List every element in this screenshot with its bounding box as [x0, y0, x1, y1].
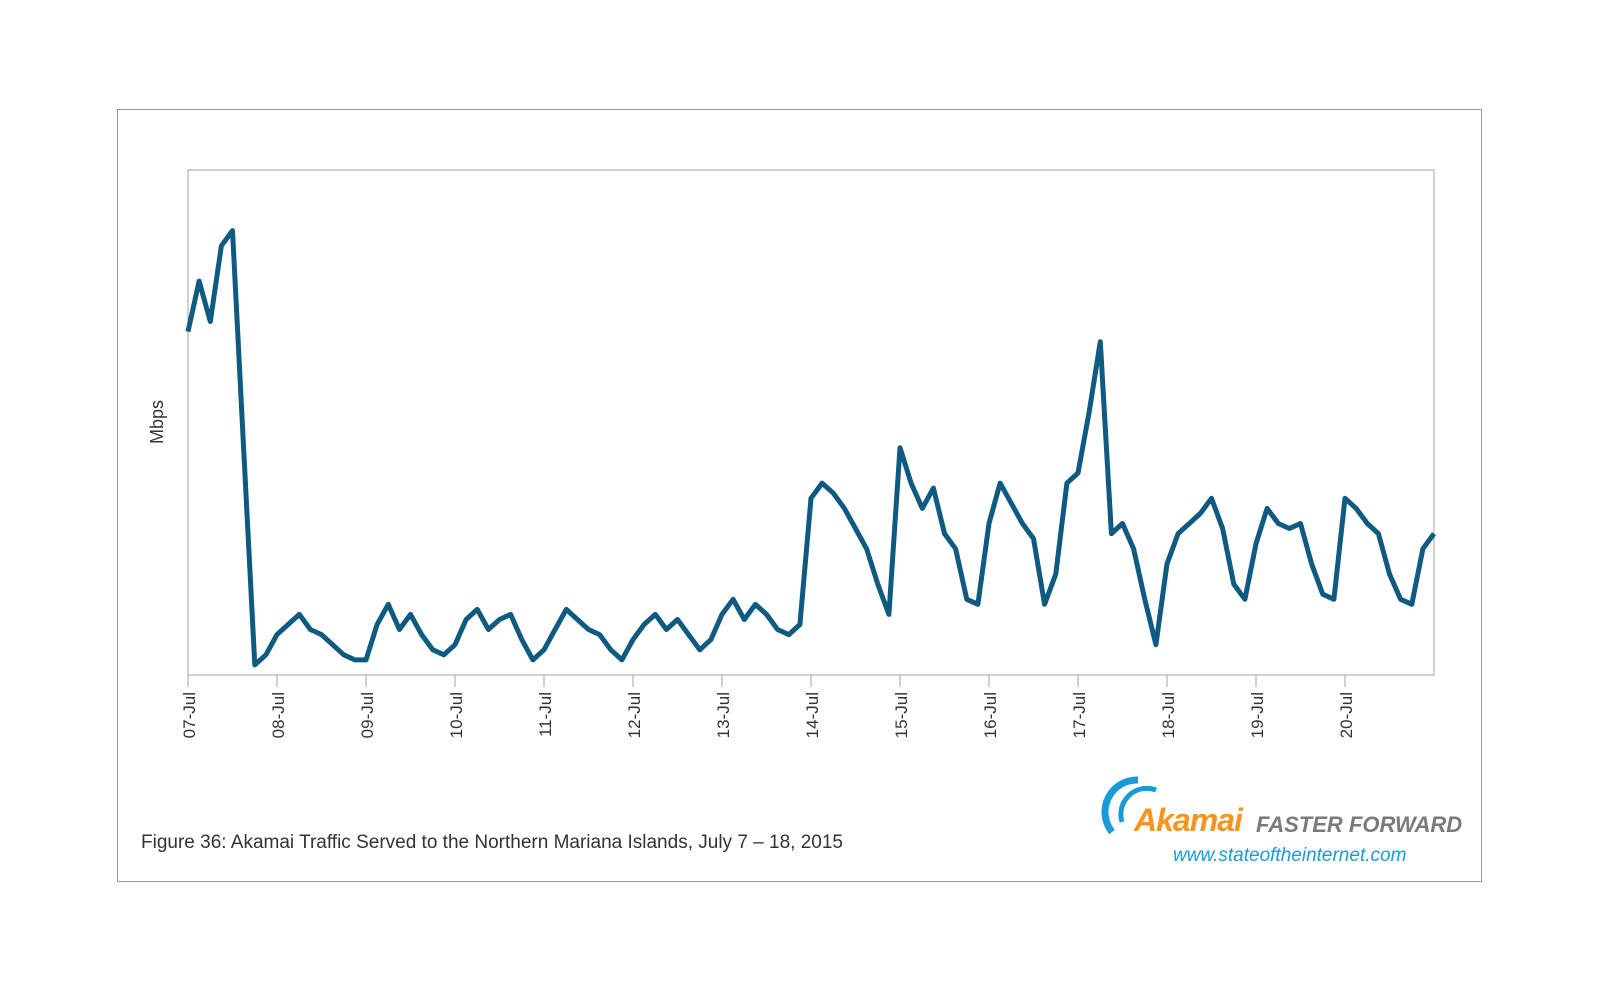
x-tick-label: 14-Jul [803, 692, 822, 738]
x-tick-label: 13-Jul [714, 692, 733, 738]
y-axis-label: Mbps [147, 400, 167, 444]
figure-frame [117, 109, 1482, 882]
akamai-logo: Akamai FASTER FORWARD www.stateoftheinte… [1098, 772, 1468, 866]
akamai-wave-icon [1101, 776, 1157, 835]
x-tick-label: 20-Jul [1337, 692, 1356, 738]
x-tick-label: 10-Jul [447, 692, 466, 738]
x-tick-label: 18-Jul [1159, 692, 1178, 738]
x-tick-label: 11-Jul [536, 692, 555, 737]
x-tick-label: 09-Jul [358, 692, 377, 738]
x-tick-label: 15-Jul [892, 692, 911, 738]
x-tick-label: 19-Jul [1248, 692, 1267, 738]
logo-url[interactable]: www.stateoftheinternet.com [1173, 845, 1407, 866]
x-tick-label: 12-Jul [625, 692, 644, 738]
series-line [185, 228, 1437, 668]
figure-caption: Figure 36: Akamai Traffic Served to the … [141, 832, 843, 853]
x-tick-label: 16-Jul [981, 692, 1000, 738]
logo-brand: Akamai [1134, 802, 1243, 838]
logo-tagline: FASTER FORWARD [1256, 812, 1463, 837]
x-tick-label: 08-Jul [269, 692, 288, 738]
x-tick-label: 17-Jul [1070, 692, 1089, 738]
x-tick-label: 07-Jul [180, 692, 199, 738]
